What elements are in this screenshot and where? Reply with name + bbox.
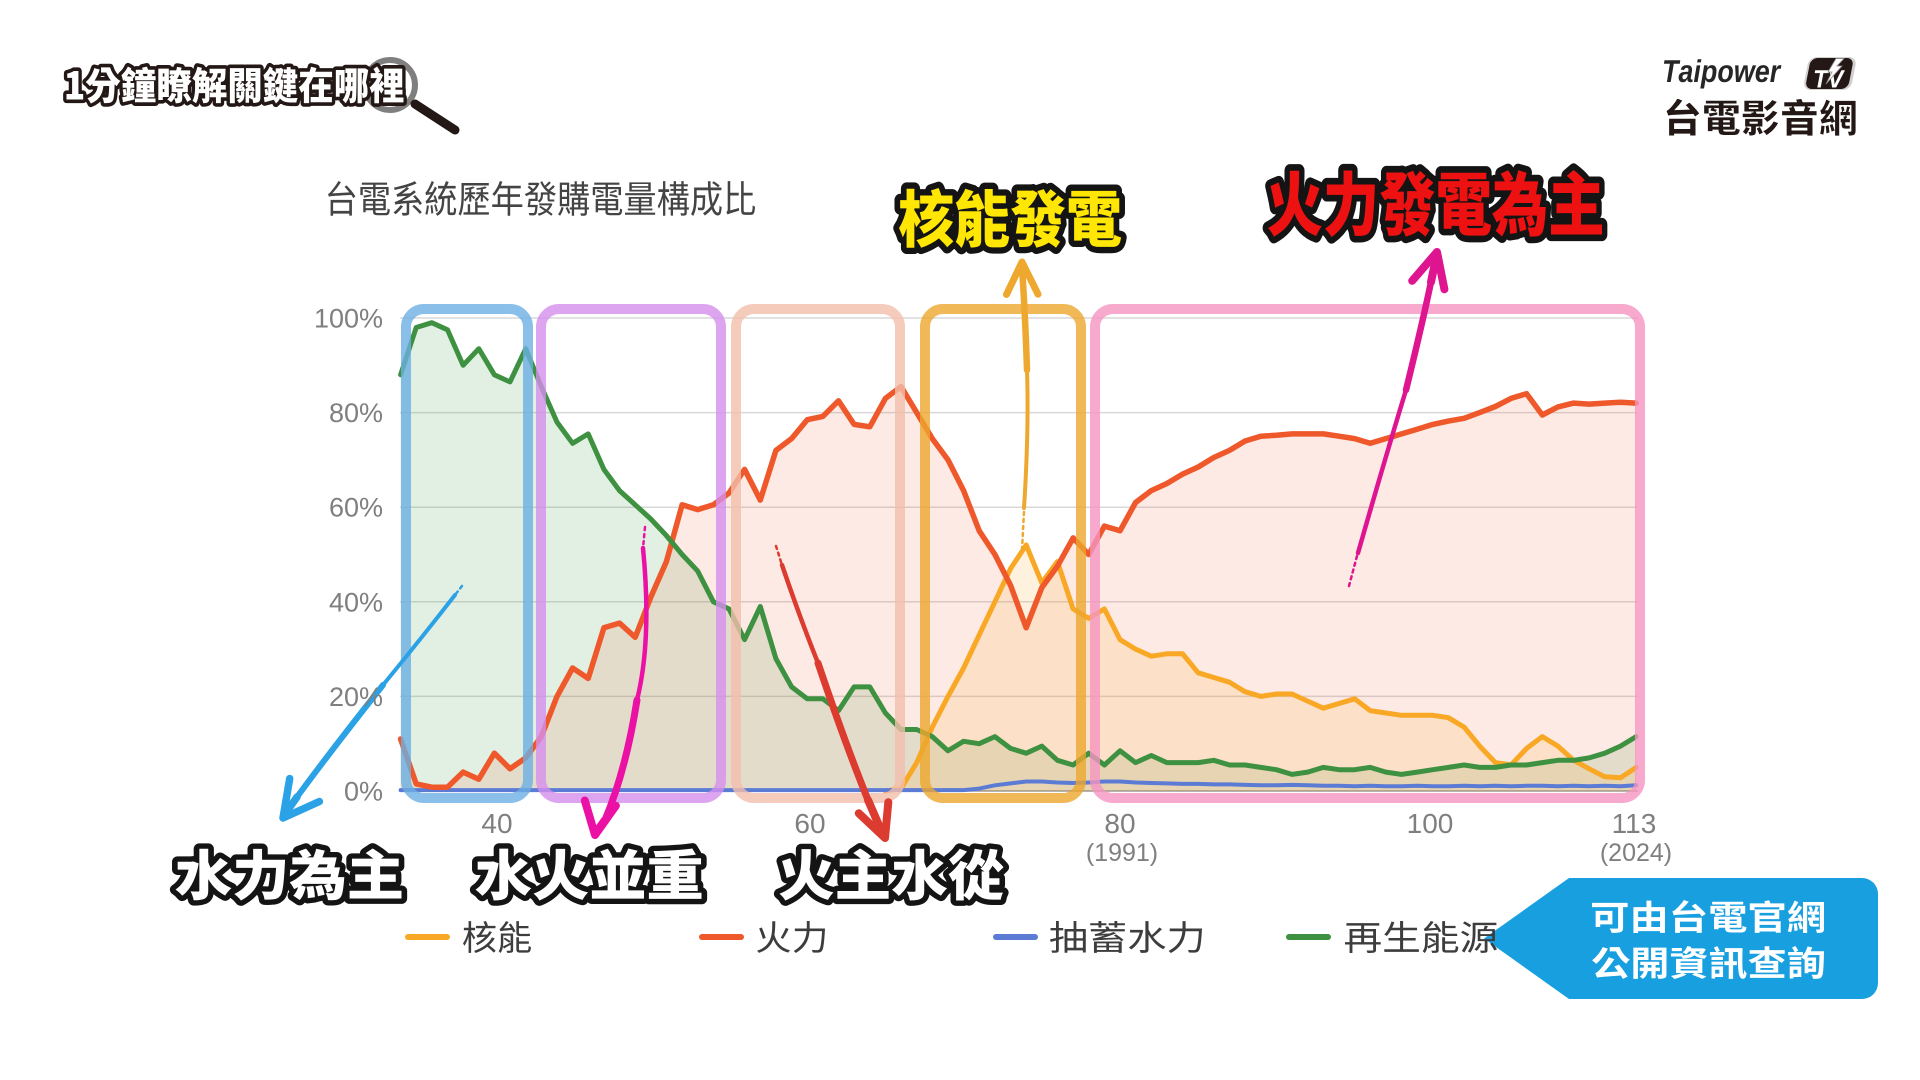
- svg-text:80%: 80%: [329, 398, 383, 428]
- svg-text:60%: 60%: [329, 493, 383, 523]
- svg-text:100%: 100%: [314, 304, 383, 334]
- svg-text:40: 40: [481, 808, 512, 839]
- svg-text:80: 80: [1104, 808, 1135, 839]
- svg-text:40%: 40%: [329, 587, 383, 617]
- svg-text:(2024): (2024): [1600, 839, 1672, 867]
- svg-text:100: 100: [1407, 808, 1454, 839]
- svg-text:(1991): (1991): [1086, 839, 1158, 867]
- svg-text:0%: 0%: [344, 777, 383, 807]
- svg-text:20%: 20%: [329, 682, 383, 712]
- svg-text:113: 113: [1612, 808, 1657, 839]
- svg-text:60: 60: [794, 808, 825, 839]
